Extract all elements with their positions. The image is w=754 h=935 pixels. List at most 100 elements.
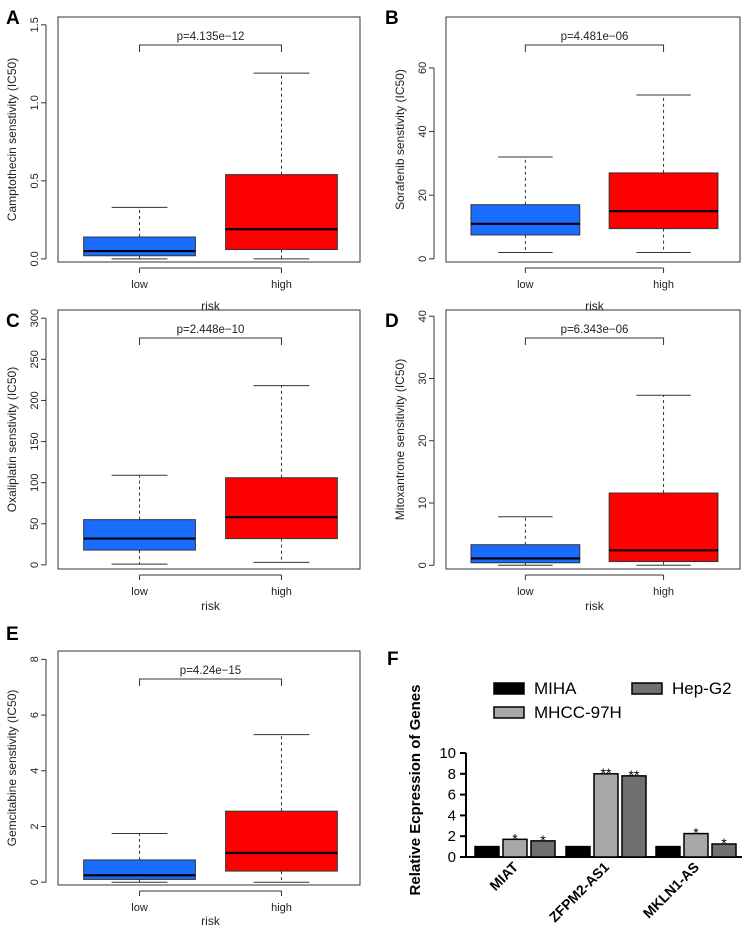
x-tick-label-high: high bbox=[653, 279, 674, 291]
y-tick-label: 20 bbox=[417, 189, 429, 201]
y-tick-label: 250 bbox=[29, 350, 41, 368]
x-category-label-miat: MIAT bbox=[486, 858, 521, 893]
y-tick-label: 100 bbox=[29, 473, 41, 491]
bar-miha-zfpm2-as1 bbox=[565, 845, 591, 858]
y-axis-label: Oxaliplatin senstivity (IC50) bbox=[5, 367, 19, 512]
y-axis-label: Camptothecin senstivity (IC50) bbox=[5, 58, 19, 221]
y-tick-label: 10 bbox=[439, 745, 456, 762]
pvalue-label: p=6.343e−06 bbox=[561, 324, 629, 336]
significance-mark: ** bbox=[601, 765, 612, 781]
bar-hep-g2-zfpm2-as1 bbox=[621, 775, 647, 858]
panel-letter: B bbox=[385, 8, 399, 29]
y-tick-label: 60 bbox=[417, 62, 429, 74]
y-tick-label: 6 bbox=[29, 712, 41, 718]
significance-mark: * bbox=[540, 832, 546, 848]
bar-mhcc-97h-miat bbox=[502, 838, 528, 858]
panel-letter: D bbox=[385, 311, 399, 332]
box-high bbox=[225, 477, 338, 540]
x-tick-label-high: high bbox=[271, 902, 292, 914]
x-category-label-zfpm2-as1: ZFPM2-AS1 bbox=[546, 859, 612, 925]
y-axis-label: Mitoxantrone sensitivity (IC50) bbox=[393, 359, 407, 520]
box-high bbox=[225, 810, 338, 872]
x-axis-label: risk bbox=[201, 914, 221, 928]
legend-swatch-mhcc-97h bbox=[493, 706, 525, 719]
y-tick-label: 300 bbox=[29, 309, 41, 327]
y-tick-label: 0.5 bbox=[29, 173, 41, 188]
plot-frame bbox=[57, 309, 361, 570]
pvalue-bracket bbox=[524, 44, 665, 52]
y-tick-label: 0 bbox=[448, 849, 456, 866]
panel-letter: F bbox=[387, 649, 399, 670]
panel-e: E 0 2 4 6 8 Gemcitabine senstivity (IC50) low hi… bbox=[5, 624, 361, 928]
y-tick-label: 40 bbox=[417, 125, 429, 137]
pvalue-bracket bbox=[139, 44, 282, 52]
x-tick-label-high: high bbox=[271, 586, 292, 598]
panel-letter: C bbox=[6, 311, 20, 332]
x-tick-label-low: low bbox=[517, 586, 534, 598]
x-tick-label-low: low bbox=[517, 279, 534, 291]
box-low bbox=[83, 859, 196, 880]
significance-mark: * bbox=[512, 830, 518, 846]
pvalue-bracket bbox=[139, 337, 282, 345]
significance-mark: * bbox=[721, 835, 727, 851]
box-high bbox=[608, 172, 719, 230]
pvalue-bracket bbox=[139, 678, 282, 686]
y-tick-label: 0 bbox=[29, 562, 41, 568]
pvalue-bracket bbox=[524, 337, 665, 345]
y-tick-label: 0 bbox=[29, 879, 41, 885]
x-axis-label: risk bbox=[201, 599, 221, 613]
y-tick-label: 30 bbox=[417, 372, 429, 384]
y-tick-label: 20 bbox=[417, 435, 429, 447]
plot-frame bbox=[57, 650, 361, 886]
y-tick-label: 0.0 bbox=[29, 251, 41, 266]
legend-swatch-miha bbox=[493, 682, 525, 695]
significance-mark: * bbox=[693, 825, 699, 841]
bar-mhcc-97h-mkln1-as bbox=[683, 832, 709, 858]
box-low bbox=[83, 519, 196, 551]
y-tick-label: 0 bbox=[417, 256, 429, 262]
y-tick-label: 2 bbox=[448, 828, 456, 845]
y-tick-label: 6 bbox=[448, 787, 456, 804]
y-axis-label: Sorafenib senstivity (IC50) bbox=[393, 69, 407, 210]
pvalue-label: p=4.135e−12 bbox=[177, 31, 245, 43]
y-tick-label: 10 bbox=[417, 497, 429, 509]
x-tick-label-high: high bbox=[271, 279, 292, 291]
bar-miha-miat bbox=[474, 845, 500, 858]
box-low bbox=[470, 544, 581, 564]
y-tick-label: 4 bbox=[29, 768, 41, 774]
y-tick-label: 1.5 bbox=[29, 17, 41, 32]
panel-letter: A bbox=[6, 8, 20, 29]
y-tick-label: 50 bbox=[29, 518, 41, 530]
y-tick-label: 200 bbox=[29, 391, 41, 409]
y-axis-label: Relative Ecpression of Genes bbox=[407, 685, 424, 896]
plot-frame bbox=[445, 309, 741, 570]
x-axis-label: risk bbox=[201, 299, 221, 313]
y-tick-label: 2 bbox=[29, 823, 41, 829]
bar-miha-mkln1-as bbox=[655, 845, 681, 858]
legend-label-hep-g2: Hep-G2 bbox=[672, 679, 732, 698]
x-tick-label-low: low bbox=[131, 279, 148, 291]
panel-a: A 0.0 0.5 1.0 1.5 Camptothecin senstivity (IC… bbox=[5, 8, 361, 313]
x-tick-label-high: high bbox=[653, 586, 674, 598]
panel-b: B 0 20 40 60 Sorafenib senstivity (IC50) low hi… bbox=[385, 8, 741, 313]
x-category-label-mkln1-as: MKLN1-AS bbox=[640, 859, 702, 921]
bar-hep-g2-miat bbox=[530, 840, 556, 858]
legend-label-mhcc-97h: MHCC-97H bbox=[534, 703, 622, 722]
y-tick-label: 1.0 bbox=[29, 95, 41, 110]
y-tick-label: 0 bbox=[417, 562, 429, 568]
pvalue-label: p=2.448e−10 bbox=[177, 324, 245, 336]
box-low bbox=[83, 236, 196, 257]
plot-frame bbox=[57, 16, 361, 263]
box-low bbox=[470, 204, 581, 236]
legend-label-miha: MIHA bbox=[534, 679, 577, 698]
box-high bbox=[225, 174, 338, 251]
panel-d: D 0 10 20 30 40 Mitoxantrone sensitivity (IC50… bbox=[385, 309, 741, 613]
bar-hep-g2-mkln1-as bbox=[711, 843, 737, 858]
y-tick-label: 4 bbox=[448, 807, 456, 824]
x-tick-label-low: low bbox=[131, 902, 148, 914]
significance-mark: ** bbox=[629, 767, 640, 783]
x-axis-label: risk bbox=[585, 599, 605, 613]
y-tick-label: 40 bbox=[417, 310, 429, 322]
panel-letter: E bbox=[6, 624, 19, 645]
